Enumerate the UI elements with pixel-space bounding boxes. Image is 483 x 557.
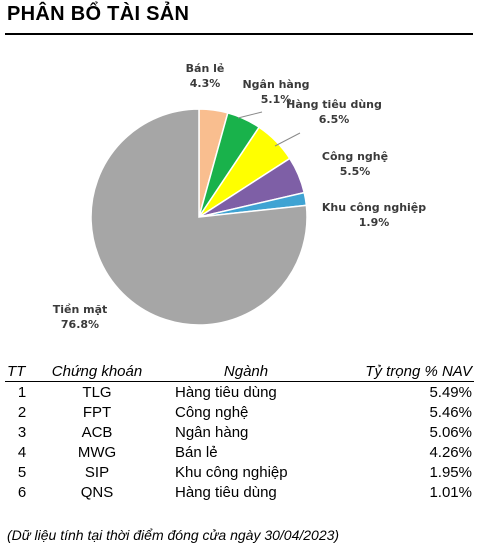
data-date-note: (Dữ liệu tính tại thời điểm đóng cửa ngà…	[7, 527, 340, 543]
row-industry: Ngân hàng	[175, 423, 249, 441]
row-ticker: QNS	[80, 483, 114, 501]
label-leader-line	[274, 132, 301, 147]
row-industry: Công nghệ	[175, 403, 249, 421]
label-leader-line	[237, 111, 263, 119]
row-industry: Bán lẻ	[175, 443, 218, 461]
row-index: 2	[17, 403, 27, 421]
row-index: 3	[17, 423, 27, 441]
row-ticker: SIP	[84, 463, 110, 481]
slice-label: Tiền mặt 76.8%	[53, 303, 108, 331]
slice-label: Hàng tiêu dùng 6.5%	[286, 98, 382, 126]
row-industry: Khu công nghiệp	[175, 463, 288, 481]
slice-label: Bán lẻ 4.3%	[186, 62, 225, 90]
row-index: 5	[17, 463, 27, 481]
row-ticker: FPT	[82, 403, 112, 421]
table-row: 3 ACB Ngân hàng 5.06%	[5, 422, 474, 442]
row-index: 1	[17, 383, 27, 401]
table-row: 4 MWG Bán lẻ 4.26%	[5, 442, 474, 462]
asset-allocation-pie-chart: Bán lẻ 4.3% Ngân hàng 5.1%Hàng tiêu dùng 6.5…	[53, 62, 427, 331]
holdings-table: TT Chứng khoán Ngành Tỷ trọng % NAV 1 TL…	[5, 362, 474, 502]
title-divider	[5, 33, 473, 35]
table-row: 1 TLG Hàng tiêu dùng 5.49%	[5, 382, 474, 403]
row-ticker: TLG	[82, 383, 112, 401]
table-row: 2 FPT Công nghệ 5.46%	[5, 402, 474, 422]
slice-label: Công nghệ 5.5%	[322, 150, 388, 178]
header-weight: Tỷ trọng % NAV	[337, 362, 474, 382]
row-index: 6	[17, 483, 27, 501]
header-industry: Ngành	[155, 362, 337, 382]
row-weight: 1.01%	[429, 483, 472, 501]
row-ticker: MWG	[77, 443, 117, 461]
row-industry: Hàng tiêu dùng	[175, 383, 277, 401]
row-weight: 1.95%	[429, 463, 472, 481]
row-weight: 5.06%	[429, 423, 472, 441]
row-industry: Hàng tiêu dùng	[175, 483, 277, 501]
row-weight: 4.26%	[429, 443, 472, 461]
slice-label: Ngân hàng 5.1%	[242, 78, 309, 106]
header-tt: TT	[5, 362, 39, 382]
header-stock: Chứng khoán	[39, 362, 155, 382]
table-header-row: TT Chứng khoán Ngành Tỷ trọng % NAV	[5, 362, 474, 382]
row-weight: 5.46%	[429, 403, 472, 421]
slice-label: Khu công nghiệp 1.9%	[322, 201, 426, 229]
pie-slice-tiền-mặt	[90, 108, 308, 326]
row-index: 4	[17, 443, 27, 461]
table-row: 6 QNS Hàng tiêu dùng 1.01%	[5, 482, 474, 502]
row-ticker: ACB	[81, 423, 113, 441]
page-title: PHÂN BỔ TÀI SẢN	[7, 3, 190, 25]
table-row: 5 SIP Khu công nghiệp 1.95%	[5, 462, 474, 482]
row-weight: 5.49%	[429, 383, 472, 401]
